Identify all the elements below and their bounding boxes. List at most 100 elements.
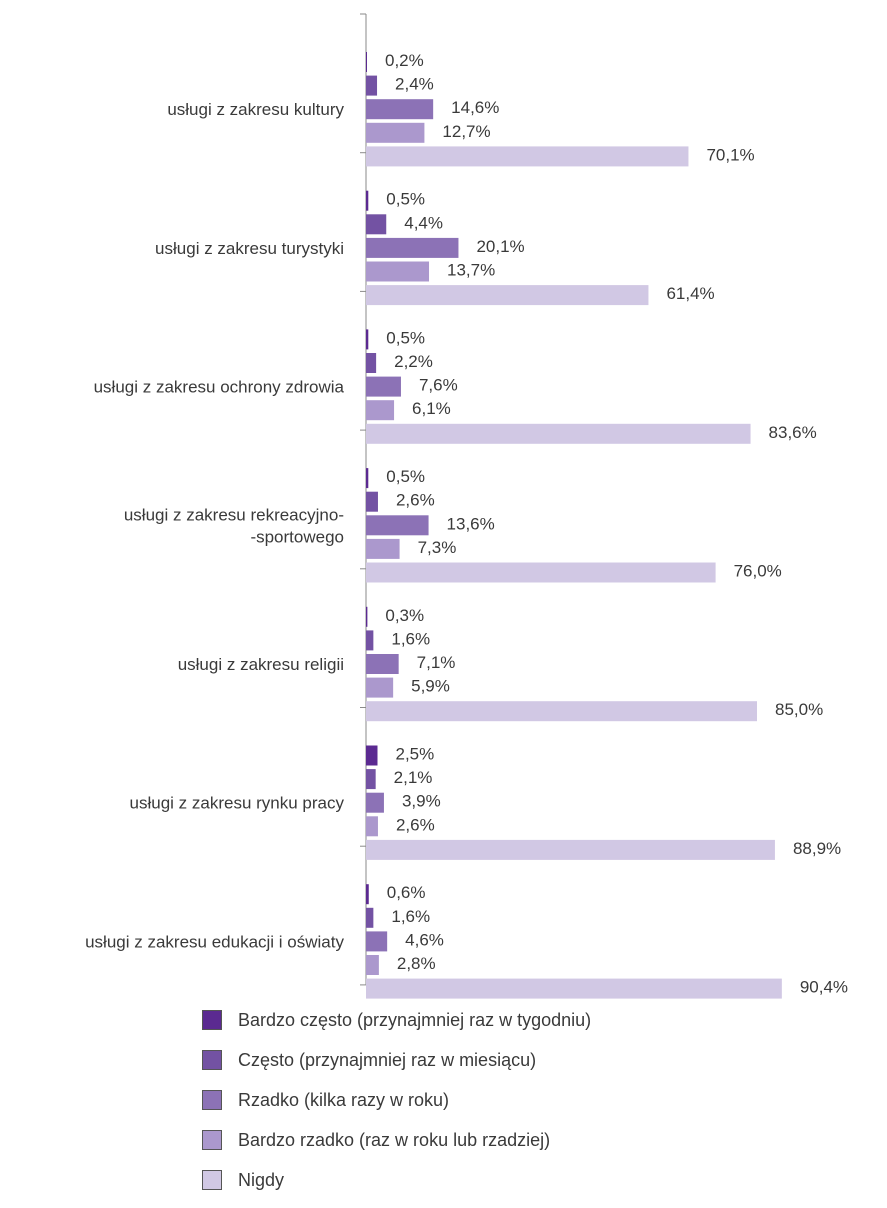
data-label: 2,6% — [396, 815, 435, 834]
bar — [366, 677, 394, 698]
data-label: 0,5% — [386, 467, 425, 486]
data-label: 7,1% — [417, 653, 456, 672]
data-label: 20,1% — [476, 237, 524, 256]
bar — [366, 214, 387, 235]
legend-item: Bardzo rzadko (raz w roku lub rzadziej) — [202, 1128, 591, 1152]
bar — [366, 792, 384, 813]
bar — [366, 701, 757, 722]
legend-swatch — [202, 1010, 222, 1030]
category-label: usługi z zakresu kultury — [167, 100, 344, 119]
data-label: 0,2% — [385, 51, 424, 70]
data-label: 1,6% — [391, 629, 430, 648]
legend-label: Rzadko (kilka razy w roku) — [238, 1089, 450, 1110]
legend: Bardzo często (przynajmniej raz w tygodn… — [202, 1008, 591, 1208]
legend-item: Często (przynajmniej raz w miesiącu) — [202, 1048, 591, 1072]
data-label: 2,2% — [394, 352, 433, 371]
data-label: 0,5% — [386, 190, 425, 209]
data-label: 4,6% — [405, 930, 444, 949]
bar — [366, 745, 378, 766]
data-label: 61,4% — [666, 284, 714, 303]
data-label: 70,1% — [706, 145, 754, 164]
bar — [366, 606, 368, 627]
data-label: 2,8% — [397, 954, 436, 973]
legend-label: Nigdy — [238, 1169, 285, 1190]
data-label: 6,1% — [412, 399, 451, 418]
bar — [366, 955, 379, 975]
category-label: usługi z zakresu ochrony zdrowia — [94, 378, 345, 397]
bar — [366, 654, 399, 674]
bar — [366, 353, 377, 373]
bar — [366, 146, 689, 167]
category-label-line: usługi z zakresu edukacji i oświaty — [85, 932, 344, 951]
bar — [366, 884, 369, 905]
bar — [366, 468, 369, 489]
category-label-line: -sportowego — [250, 527, 344, 546]
bar — [366, 52, 367, 72]
bar — [366, 907, 374, 928]
data-label: 13,7% — [447, 260, 495, 279]
category-label-line: usługi z zakresu rynku pracy — [130, 794, 345, 813]
data-label: 88,9% — [793, 839, 841, 858]
category-label: usługi z zakresu religii — [178, 655, 344, 674]
category-label: usługi z zakresu rynku pracy — [130, 794, 345, 813]
data-label: 85,0% — [775, 700, 823, 719]
data-label: 2,6% — [396, 491, 435, 510]
bar — [366, 839, 775, 860]
legend-label: Często (przynajmniej raz w miesiącu) — [238, 1049, 537, 1070]
category-label-line: usługi z zakresu kultury — [167, 100, 344, 119]
legend-item: Nigdy — [202, 1168, 591, 1192]
data-label: 7,3% — [418, 538, 457, 557]
data-label: 4,4% — [404, 213, 443, 232]
data-label: 0,6% — [387, 883, 426, 902]
data-label: 12,7% — [442, 122, 490, 141]
category-label: usługi z zakresu turystyki — [155, 239, 344, 258]
bar — [366, 400, 395, 421]
bar — [366, 261, 430, 282]
bar — [366, 329, 369, 350]
bar — [366, 816, 378, 837]
category-label-line: usługi z zakresu turystyki — [155, 239, 344, 258]
legend-label: Bardzo często (przynajmniej raz w tygodn… — [238, 1009, 592, 1030]
data-label: 0,3% — [385, 606, 424, 625]
data-label: 3,9% — [402, 792, 441, 811]
bar — [366, 931, 388, 952]
data-label: 2,5% — [396, 744, 435, 763]
data-label: 0,5% — [386, 328, 425, 347]
data-label: 2,4% — [395, 75, 434, 94]
bar — [366, 190, 369, 211]
legend-item: Rzadko (kilka razy w roku) — [202, 1088, 591, 1112]
data-label: 5,9% — [411, 677, 450, 696]
category-label-line: usługi z zakresu ochrony zdrowia — [94, 378, 345, 397]
bar — [366, 491, 378, 512]
chart: usługi z zakresu kultury 0,2% 2,4% 14,6% 12,… — [85, 13, 848, 999]
legend-swatch — [202, 1090, 222, 1110]
category-label: usługi z zakresu rekreacyjno- -sportowego — [124, 505, 344, 546]
bar — [366, 515, 429, 536]
data-label: 90,4% — [800, 978, 848, 997]
legend-item: Bardzo często (przynajmniej raz w tygodn… — [202, 1008, 591, 1032]
bar — [366, 237, 459, 258]
category-label-line: usługi z zakresu religii — [178, 655, 344, 674]
category-label: usługi z zakresu edukacji i oświaty — [85, 932, 344, 951]
legend-swatch — [202, 1170, 222, 1190]
legend-label: Bardzo rzadko (raz w roku lub rzadziej) — [238, 1129, 551, 1150]
bar — [366, 376, 401, 397]
bar — [366, 538, 400, 559]
bar — [366, 978, 782, 999]
bar — [366, 423, 751, 444]
bar — [366, 99, 434, 120]
data-label: 2,1% — [394, 768, 433, 787]
bar — [366, 562, 716, 583]
data-label: 13,6% — [447, 514, 495, 533]
data-label: 14,6% — [451, 98, 499, 117]
data-label: 7,6% — [419, 376, 458, 395]
bar — [366, 122, 425, 143]
data-label: 83,6% — [769, 423, 817, 442]
legend-swatch — [202, 1050, 222, 1070]
bar — [366, 769, 376, 790]
data-label: 76,0% — [734, 561, 782, 580]
bar — [366, 285, 649, 306]
legend-swatch — [202, 1130, 222, 1150]
bar — [366, 75, 378, 96]
bar — [366, 630, 374, 651]
